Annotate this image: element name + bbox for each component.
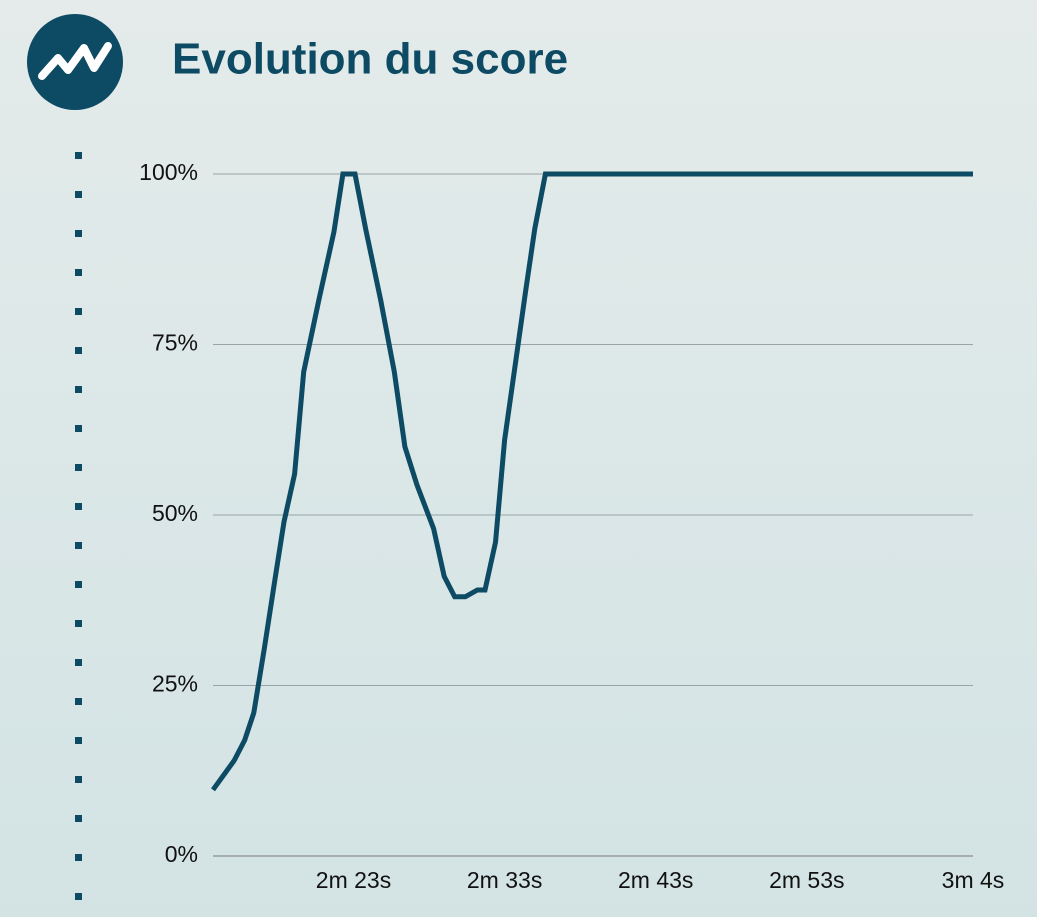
dot: [75, 659, 82, 666]
dot: [75, 503, 82, 510]
dot: [75, 425, 82, 432]
x-tick-label: 3m 4s: [942, 867, 1005, 893]
score-line: [210, 171, 973, 792]
x-tick-label: 2m 23s: [316, 867, 391, 893]
y-tick-label: 75%: [152, 330, 198, 356]
dot: [75, 464, 82, 471]
dot: [75, 620, 82, 627]
dot: [75, 308, 82, 315]
y-tick-label: 100%: [139, 159, 198, 185]
y-tick-label: 25%: [152, 671, 198, 697]
dot: [75, 854, 82, 861]
dotted-decoration: [75, 152, 82, 900]
dot: [75, 230, 82, 237]
dot: [75, 815, 82, 822]
x-tick-label: 2m 43s: [618, 867, 693, 893]
dot: [75, 542, 82, 549]
dot: [75, 737, 82, 744]
dot: [75, 152, 82, 159]
dot: [75, 269, 82, 276]
x-tick-label: 2m 33s: [467, 867, 542, 893]
chart-title: Evolution du score: [172, 35, 568, 84]
y-tick-label: 50%: [152, 500, 198, 526]
dot: [75, 776, 82, 783]
y-tick-label: 0%: [165, 841, 198, 867]
dot: [75, 191, 82, 198]
x-tick-label: 2m 53s: [769, 867, 844, 893]
dot: [75, 893, 82, 900]
dot: [75, 698, 82, 705]
dot: [75, 581, 82, 588]
dot: [75, 386, 82, 393]
icon-zigzag: [38, 42, 112, 80]
dot: [75, 347, 82, 354]
